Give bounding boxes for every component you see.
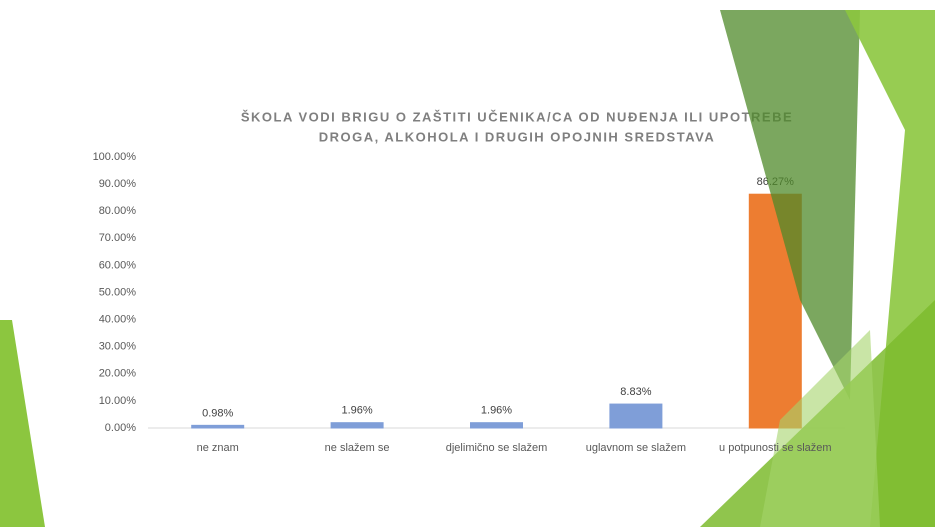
y-tick-label: 20.00% bbox=[99, 368, 137, 380]
chart-title: DROGA, ALKOHOLA I DRUGIH OPOJNIH SREDSTA… bbox=[319, 129, 715, 144]
y-tick-label: 90.00% bbox=[99, 178, 137, 190]
bar bbox=[191, 424, 245, 429]
y-tick-label: 0.00% bbox=[105, 422, 136, 434]
data-label: 1.96% bbox=[341, 405, 372, 417]
data-label: 0.98% bbox=[202, 407, 233, 419]
x-tick-label: uglavnom se slažem bbox=[585, 442, 687, 454]
x-tick-label: ne slažem se bbox=[324, 442, 390, 454]
bar bbox=[470, 422, 523, 429]
y-tick-label: 100.00% bbox=[93, 151, 137, 163]
x-tick-label: u potpunosti se slažem bbox=[719, 442, 832, 454]
y-tick-label: 60.00% bbox=[99, 259, 137, 271]
data-label: 86.27% bbox=[757, 176, 795, 188]
y-tick-label: 10.00% bbox=[99, 395, 137, 407]
y-tick-label: 30.00% bbox=[99, 341, 137, 353]
y-tick-label: 50.00% bbox=[99, 286, 137, 298]
bar bbox=[330, 422, 384, 429]
data-label: 1.96% bbox=[481, 405, 512, 417]
data-label: 8.83% bbox=[620, 386, 651, 398]
x-tick-label: djelimično se slažem bbox=[445, 442, 548, 454]
x-tick-label: ne znam bbox=[196, 442, 239, 454]
y-tick-label: 80.00% bbox=[99, 205, 137, 217]
y-tick-label: 40.00% bbox=[99, 314, 137, 326]
bar bbox=[609, 403, 663, 429]
bar bbox=[748, 193, 802, 429]
chart-title: ŠKOLA VODI BRIGU O ZAŠTITI UČENIKA/CA OD… bbox=[241, 109, 793, 124]
y-tick-label: 70.00% bbox=[99, 232, 137, 244]
